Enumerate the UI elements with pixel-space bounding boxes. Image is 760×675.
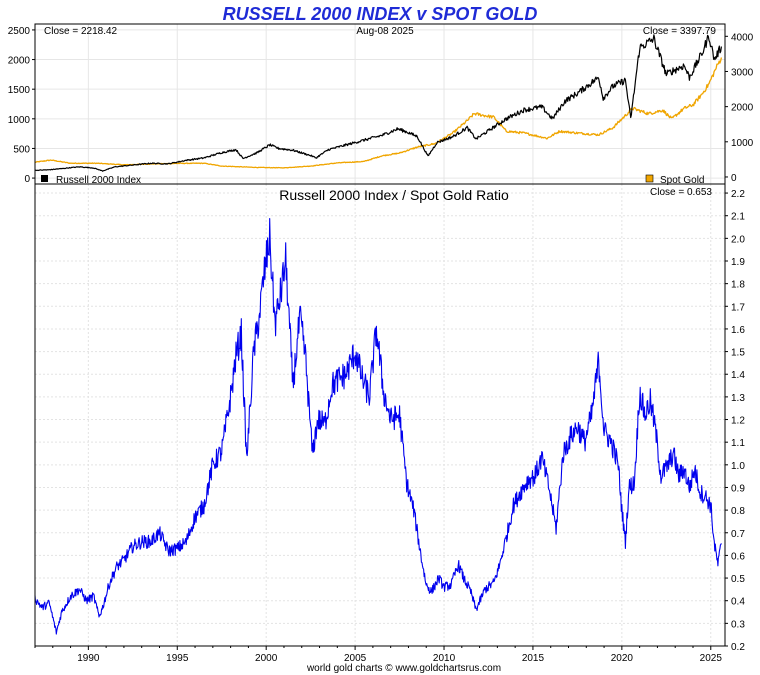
gold-close-label: Close = 3397.79	[643, 26, 717, 37]
left-tick-label: 0	[24, 174, 30, 185]
date-label: Aug-08 2025	[356, 26, 414, 37]
ratio-tick-label: 0.7	[731, 529, 745, 540]
legend-gold-swatch	[645, 174, 654, 183]
right-tick-label: 0	[731, 173, 737, 184]
x-tick-label: 1990	[77, 653, 100, 664]
ratio-tick-label: 0.8	[731, 506, 745, 517]
ratio-series-group	[34, 218, 722, 635]
ratio-tick-label: 1.1	[731, 438, 745, 449]
ratio-tick-label: 0.3	[731, 619, 745, 630]
bottom-x-axis: 1990 1995 2000 2005 2010 2015 2020 2025	[34, 646, 723, 664]
legend-russell-swatch	[41, 175, 48, 182]
x-tick-label: 2015	[522, 653, 545, 664]
right-tick-label: 4000	[731, 32, 754, 43]
russell-2000-line	[34, 34, 722, 172]
right-tick-label: 3000	[731, 67, 754, 78]
ratio-tick-label: 2.0	[731, 234, 745, 245]
top-gridlines	[35, 24, 725, 184]
bottom-panel: 0.2 0.3 0.4 0.5 0.6 0.7 0.8 0.9 1.0 1.1 1.2 1.3 1.4 1…	[34, 183, 745, 664]
ratio-tick-label: 0.6	[731, 551, 745, 562]
left-tick-label: 2000	[8, 56, 31, 67]
ratio-tick-label: 1.2	[731, 416, 745, 427]
top-left-axis: 0 500 1000 1500 2000 2500	[8, 26, 35, 185]
ratio-tick-label: 1.6	[731, 325, 745, 336]
ratio-tick-label: 0.5	[731, 574, 745, 585]
top-right-axis: 0 1000 2000 3000 4000	[725, 32, 754, 184]
ratio-tick-label: 0.9	[731, 483, 745, 494]
ratio-tick-label: 0.4	[731, 597, 745, 608]
ratio-tick-label: 2.2	[731, 189, 745, 200]
ratio-tick-label: 1.4	[731, 370, 745, 381]
ratio-tick-label: 1.5	[731, 348, 745, 359]
ratio-tick-label: 2.1	[731, 212, 745, 223]
ratio-tick-label: 1.0	[731, 461, 745, 472]
footer-credit: world gold charts © www.goldchartsrus.co…	[306, 663, 501, 674]
x-tick-label: 2010	[433, 653, 456, 664]
ratio-close-label: Close = 0.653	[650, 187, 712, 198]
right-tick-label: 2000	[731, 103, 754, 114]
left-tick-label: 1500	[8, 85, 31, 96]
russell-close-label: Close = 2218.42	[44, 26, 118, 37]
top-panel: 0 500 1000 1500 2000 2500 0 1000 2000 3000 4000 C…	[8, 23, 754, 186]
top-series-group	[34, 34, 723, 172]
bottom-gridlines	[35, 184, 725, 647]
legend-gold-label: Spot Gold	[660, 175, 704, 186]
ratio-tick-label: 0.2	[731, 642, 745, 653]
bottom-panel-frame	[34, 183, 726, 647]
left-tick-label: 500	[13, 144, 30, 155]
x-tick-label: 1995	[166, 653, 189, 664]
chart-title: RUSSELL 2000 INDEX v SPOT GOLD	[223, 4, 538, 24]
x-tick-label: 2000	[255, 653, 278, 664]
x-tick-label: 2025	[700, 653, 723, 664]
ratio-tick-label: 1.3	[731, 393, 745, 404]
bottom-right-axis: 0.2 0.3 0.4 0.5 0.6 0.7 0.8 0.9 1.0 1.1 1.2 1.3 1.4 1…	[725, 189, 745, 653]
x-tick-label: 2005	[344, 653, 367, 664]
ratio-tick-label: 1.8	[731, 280, 745, 291]
ratio-line	[34, 218, 722, 635]
ratio-tick-label: 1.7	[731, 302, 745, 313]
left-tick-label: 2500	[8, 26, 31, 37]
legend-russell-label: Russell 2000 Index	[56, 175, 141, 186]
ratio-tick-label: 1.9	[731, 257, 745, 268]
x-tick-label: 2020	[611, 653, 634, 664]
right-tick-label: 1000	[731, 138, 754, 149]
left-tick-label: 1000	[8, 115, 31, 126]
ratio-title: Russell 2000 Index / Spot Gold Ratio	[279, 187, 509, 203]
